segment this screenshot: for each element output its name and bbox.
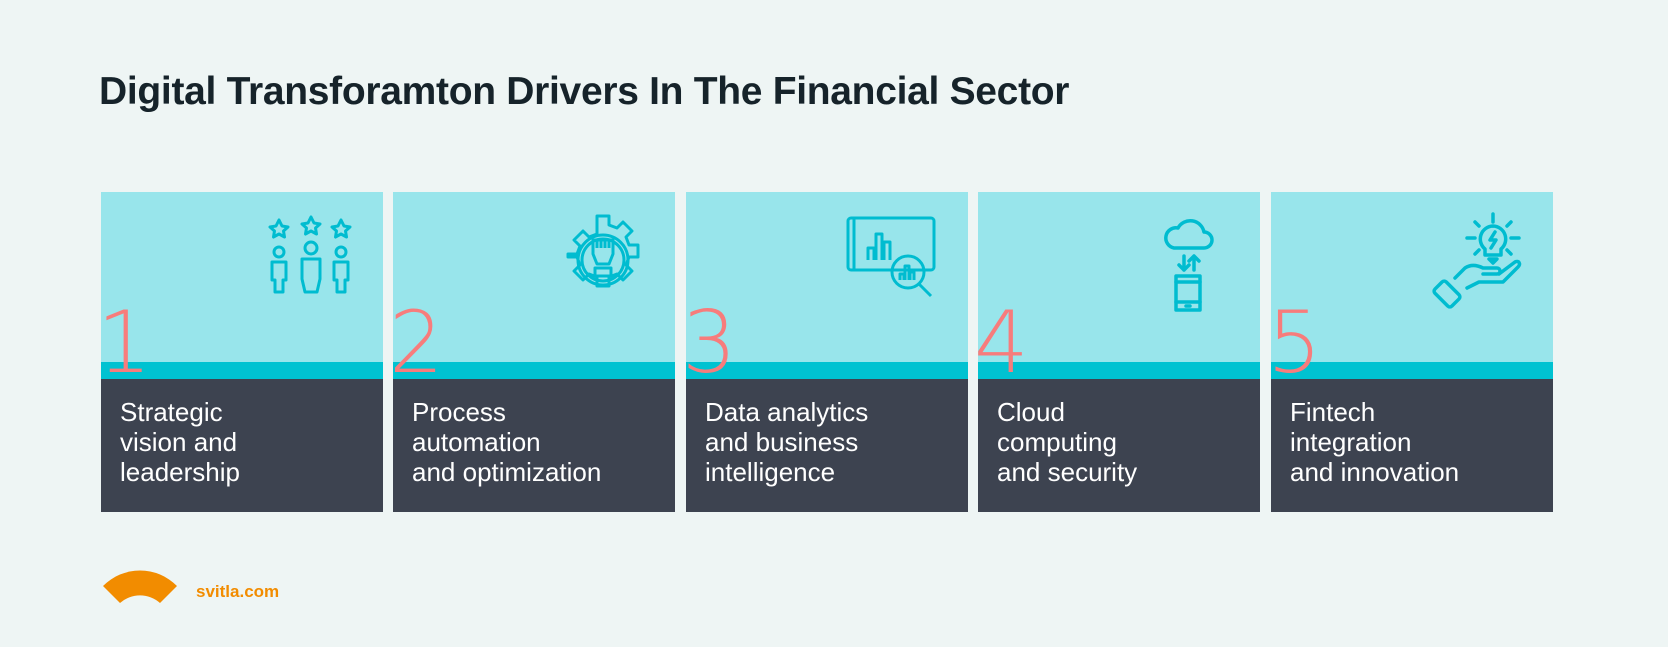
label-line: Cloud <box>997 397 1065 427</box>
gear-fist-icon <box>566 214 640 288</box>
accent-bar <box>101 362 383 379</box>
label-line: automation <box>412 427 541 457</box>
label-line: Data analytics <box>705 397 869 427</box>
label-line: and innovation <box>1290 457 1460 487</box>
driver-card-2: 2 Process automation and optimization <box>389 192 675 512</box>
driver-card-5: 5 Fintech integration and innovation <box>1267 192 1553 512</box>
card-number: 3 <box>682 293 737 393</box>
card-bottom <box>686 379 968 512</box>
people-stars-icon <box>268 215 352 294</box>
accent-bar <box>978 362 1260 379</box>
accent-bar <box>686 362 968 379</box>
card-bottom <box>1271 379 1553 512</box>
card-bottom <box>393 379 675 512</box>
card-label: Fintech integration and innovation <box>1290 397 1545 487</box>
label-line: Process <box>412 397 506 427</box>
card-number: 2 <box>389 293 444 393</box>
label-line: vision and <box>120 427 238 457</box>
label-line: and security <box>997 457 1138 487</box>
label-line: computing <box>997 427 1117 457</box>
card-number: 1 <box>97 293 152 393</box>
label-line: intelligence <box>705 457 836 487</box>
label-line: leadership <box>120 457 240 487</box>
card-number: 4 <box>974 293 1029 393</box>
svitla-logo-icon <box>103 570 177 603</box>
label-line: Strategic <box>120 397 223 427</box>
card-top <box>686 192 968 362</box>
accent-bar <box>1271 362 1553 379</box>
driver-card-1: 1 Strategic vision and leadership <box>97 192 383 512</box>
hand-lightbulb-icon <box>1432 212 1522 309</box>
label-line: Fintech <box>1290 397 1376 427</box>
accent-bar <box>393 362 675 379</box>
card-bottom <box>978 379 1260 512</box>
card-top <box>978 192 1260 362</box>
label-line: and business <box>705 427 859 457</box>
chart-magnifier-icon <box>846 216 936 298</box>
driver-card-4: 4 Cloud computing and security <box>974 192 1260 512</box>
card-label: Strategic vision and leadership <box>120 397 375 487</box>
card-bottom <box>101 379 383 512</box>
card-label: Data analytics and business intelligence <box>705 397 960 487</box>
card-top <box>101 192 383 362</box>
label-line: and optimization <box>412 457 602 487</box>
card-label: Process automation and optimization <box>412 397 667 487</box>
card-number: 5 <box>1267 293 1322 393</box>
cloud-phone-icon <box>1164 219 1214 312</box>
card-label: Cloud computing and security <box>997 397 1252 487</box>
label-line: integration <box>1290 427 1412 457</box>
site-link[interactable]: svitla.com <box>196 582 280 601</box>
driver-card-3: 3 Data analytics and business intelligen… <box>682 192 968 512</box>
page-title: Digital Transforamton Drivers In The Fin… <box>99 70 1070 113</box>
